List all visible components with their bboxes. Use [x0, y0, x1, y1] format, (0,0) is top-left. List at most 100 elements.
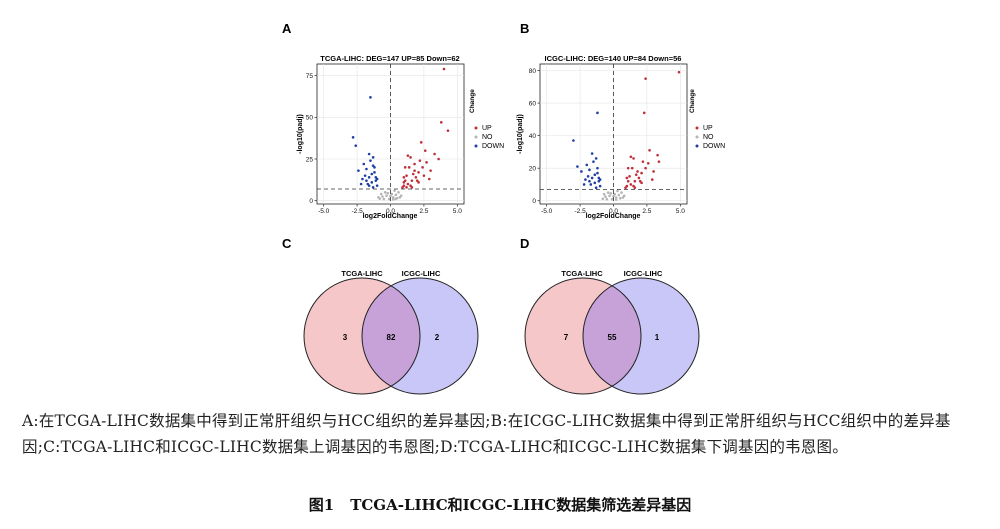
point-up — [636, 170, 639, 173]
point-up — [409, 184, 412, 187]
point-no — [614, 196, 618, 199]
x-tick-label: -2.5 — [351, 208, 363, 215]
point-up — [634, 173, 638, 176]
point-up — [418, 159, 422, 162]
point-up — [405, 186, 408, 189]
point-up — [652, 170, 655, 173]
point-up — [413, 162, 416, 166]
point-up — [628, 175, 631, 178]
point-up — [411, 172, 415, 176]
point-up — [405, 174, 408, 177]
point-down — [596, 111, 599, 115]
figure-caption: A:在TCGA-LIHC数据集中得到正常肝组织与HCC组织的差异基因;B:在IC… — [22, 412, 951, 456]
panel-d: D TCGA-LIHC ICGC-LIHC 7 55 1 — [520, 236, 700, 395]
point-up — [401, 186, 404, 189]
y-tick-label: 75 — [306, 73, 314, 80]
point-down — [371, 156, 375, 159]
point-no — [399, 194, 403, 197]
point-down — [359, 182, 363, 186]
point-no — [377, 196, 380, 199]
x-tick-label: -2.5 — [574, 208, 586, 215]
x-tick-label: -5.0 — [541, 208, 553, 215]
point-no — [602, 192, 606, 196]
point-down — [594, 186, 598, 190]
point-up — [419, 141, 423, 144]
point-down — [365, 179, 368, 182]
point-down — [593, 173, 597, 176]
point-down — [588, 168, 591, 172]
venn-count-both-c: 82 — [387, 333, 396, 342]
point-down — [351, 136, 355, 139]
point-no — [391, 196, 395, 199]
point-down — [598, 184, 602, 188]
venn-count-right-only-d: 1 — [655, 333, 660, 342]
point-no — [385, 194, 388, 197]
point-up — [629, 183, 633, 186]
point-no — [397, 191, 400, 194]
point-up — [650, 178, 654, 181]
point-up — [637, 176, 641, 180]
point-up — [632, 157, 635, 160]
point-up — [624, 186, 627, 190]
legend-marker-no-b — [695, 135, 699, 139]
legend-label-no-a: NO — [482, 134, 493, 141]
volcano-title-b: ICGC-LIHC: DEG=140 UP=84 Down=56 — [545, 54, 682, 63]
point-up — [625, 176, 629, 180]
point-up — [656, 153, 659, 157]
point-up — [421, 166, 424, 169]
legend-b: Change UP NO DOWN — [689, 89, 725, 150]
point-up — [641, 160, 645, 163]
point-down — [375, 184, 379, 187]
threshold-lines-b — [540, 64, 687, 204]
y-axis-label-b: -log10(padj) — [517, 114, 524, 154]
points-b — [572, 70, 681, 201]
legend-title-b: Change — [689, 89, 696, 113]
venn-set-label-right-c: ICGC-LIHC — [402, 269, 441, 278]
point-up — [422, 174, 426, 177]
venn-count-both-d: 55 — [608, 333, 617, 342]
ticks-b: -5.0 -2.5 0.0 2.5 5.0 0 20 40 60 80 — [529, 68, 685, 215]
point-down — [367, 184, 371, 187]
y-tick-label: 60 — [529, 100, 537, 107]
legend-label-down-b: DOWN — [703, 143, 725, 150]
point-down — [590, 152, 594, 155]
point-up — [437, 157, 440, 161]
point-up — [642, 111, 646, 115]
point-down — [354, 144, 358, 147]
point-up — [425, 161, 428, 164]
venn-set-label-right-d: ICGC-LIHC — [624, 269, 663, 278]
point-up — [429, 169, 432, 172]
point-down — [572, 139, 575, 142]
point-down — [590, 176, 594, 180]
point-down — [594, 157, 598, 160]
point-up — [403, 166, 407, 169]
point-up — [633, 179, 637, 183]
panel-label-a: A — [282, 21, 292, 36]
venn-count-right-only-c: 2 — [435, 333, 440, 342]
point-up — [433, 152, 436, 156]
point-down — [576, 165, 579, 168]
points-a — [351, 67, 450, 201]
point-up — [648, 148, 651, 152]
legend-marker-down-a — [474, 144, 478, 148]
point-no — [394, 197, 398, 201]
point-down — [363, 174, 367, 177]
panel-c: C TCGA-LIHC ICGC-LIHC 3 82 2 — [282, 236, 479, 395]
point-no — [391, 198, 395, 201]
point-no — [616, 189, 619, 193]
legend-label-no-b: NO — [703, 134, 714, 141]
point-up — [626, 179, 630, 183]
figure-title-text: TCGA-LIHC和ICGC-LIHC数据集筛选差异基因 — [350, 496, 692, 514]
point-down — [371, 186, 375, 189]
point-no — [389, 194, 392, 198]
point-down — [361, 177, 364, 181]
panel-label-c: C — [282, 236, 292, 251]
point-up — [629, 155, 633, 159]
point-down — [596, 166, 599, 170]
point-no — [387, 197, 391, 201]
point-down — [582, 183, 586, 186]
point-down — [362, 162, 366, 166]
point-up — [406, 154, 410, 157]
point-up — [406, 182, 410, 186]
point-up — [414, 176, 418, 179]
